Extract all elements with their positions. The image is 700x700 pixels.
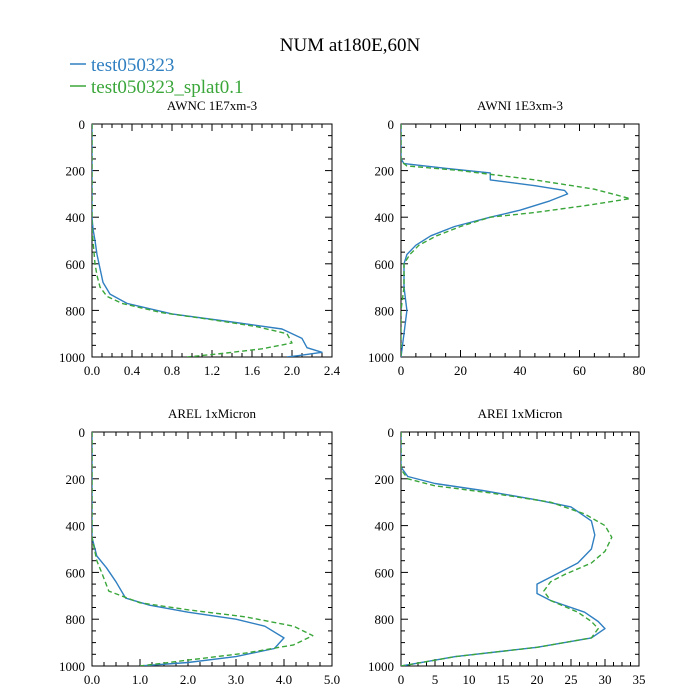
legend-label-1: test050323_splat0.1 bbox=[91, 77, 244, 98]
series-line-control bbox=[92, 124, 323, 357]
y-tick-label: 600 bbox=[375, 565, 395, 580]
y-tick-label: 200 bbox=[66, 472, 86, 487]
series-line-splat bbox=[92, 432, 314, 666]
y-tick-label: 1000 bbox=[368, 659, 394, 674]
y-tick-label: 200 bbox=[375, 164, 395, 179]
series-line-splat bbox=[401, 432, 613, 666]
y-tick-label: 800 bbox=[375, 612, 395, 627]
x-tick-label: 0.0 bbox=[84, 672, 100, 687]
y-tick-label: 0 bbox=[388, 425, 395, 440]
panel-title: AWNI 1E3xm-3 bbox=[477, 98, 563, 113]
x-tick-label: 0.4 bbox=[124, 363, 141, 378]
x-tick-label: 1.2 bbox=[204, 363, 220, 378]
x-tick-label: 1.0 bbox=[132, 672, 148, 687]
main-title: NUM at180E,60N bbox=[280, 35, 421, 56]
x-tick-label: 0.0 bbox=[84, 363, 100, 378]
x-tick-label: 5 bbox=[432, 672, 439, 687]
y-tick-label: 800 bbox=[66, 303, 86, 318]
y-tick-label: 400 bbox=[375, 519, 395, 534]
x-tick-label: 60 bbox=[573, 363, 586, 378]
series-line-control bbox=[401, 432, 606, 666]
x-tick-label: 40 bbox=[514, 363, 527, 378]
series-line-control bbox=[92, 432, 285, 666]
x-tick-label: 35 bbox=[633, 672, 646, 687]
series-line-splat bbox=[92, 124, 293, 357]
x-tick-label: 20 bbox=[454, 363, 467, 378]
x-tick-label: 0 bbox=[398, 363, 405, 378]
panel-awnc: AWNC 1E7xm-3 0.0 0.4 0.8 1.2 1.6 2.0 2.4 0 200 400… bbox=[59, 98, 341, 378]
x-tick-label: 3.0 bbox=[228, 672, 244, 687]
plot-frame bbox=[91, 431, 333, 667]
x-tick-label: 2.0 bbox=[180, 672, 196, 687]
x-tick-label: 0 bbox=[398, 672, 405, 687]
legend-label-0: test050323 bbox=[91, 55, 174, 76]
x-tick-label: 0.8 bbox=[164, 363, 180, 378]
y-tick-label: 1000 bbox=[59, 350, 85, 365]
x-tick-label: 10 bbox=[463, 672, 476, 687]
y-tick-label: 0 bbox=[79, 117, 86, 132]
y-tick-label: 1000 bbox=[59, 659, 85, 674]
panel-title: AREL 1xMicron bbox=[168, 406, 256, 421]
plot-frame bbox=[400, 431, 640, 667]
panel-arel: AREL 1xMicron 0.0 1.0 2.0 3.0 4.0 5.0 0 200 400 60… bbox=[59, 406, 340, 687]
legend: test050323 test050323_splat0.1 bbox=[70, 55, 244, 98]
y-tick-label: 600 bbox=[375, 257, 395, 272]
x-tick-label: 1.6 bbox=[244, 363, 261, 378]
y-tick-label: 400 bbox=[375, 210, 395, 225]
y-tick-label: 800 bbox=[375, 303, 395, 318]
panel-title: AWNC 1E7xm-3 bbox=[167, 98, 257, 113]
series-line-splat bbox=[401, 124, 631, 357]
x-tick-label: 80 bbox=[633, 363, 646, 378]
y-tick-label: 200 bbox=[375, 472, 395, 487]
x-tick-label: 15 bbox=[497, 672, 510, 687]
y-tick-label: 400 bbox=[66, 519, 86, 534]
x-tick-label: 25 bbox=[565, 672, 578, 687]
x-tick-label: 4.0 bbox=[276, 672, 292, 687]
x-tick-label: 30 bbox=[599, 672, 612, 687]
y-tick-label: 200 bbox=[66, 164, 86, 179]
panel-title: AREI 1xMicron bbox=[478, 406, 563, 421]
plot-frame bbox=[91, 123, 333, 358]
plot-frame bbox=[400, 123, 640, 358]
x-tick-label: 2.4 bbox=[324, 363, 341, 378]
x-tick-label: 5.0 bbox=[324, 672, 340, 687]
panel-arei: AREI 1xMicron 0 5 10 15 20 25 30 35 0 200 400 600 800… bbox=[368, 406, 646, 687]
x-tick-label: 2.0 bbox=[284, 363, 300, 378]
y-tick-label: 400 bbox=[66, 210, 86, 225]
y-tick-label: 800 bbox=[66, 612, 86, 627]
y-tick-label: 0 bbox=[388, 117, 395, 132]
y-tick-label: 1000 bbox=[368, 350, 394, 365]
y-tick-label: 0 bbox=[79, 425, 86, 440]
x-tick-label: 20 bbox=[531, 672, 544, 687]
y-tick-label: 600 bbox=[66, 257, 86, 272]
series-line-control bbox=[401, 124, 569, 357]
y-tick-label: 600 bbox=[66, 565, 86, 580]
